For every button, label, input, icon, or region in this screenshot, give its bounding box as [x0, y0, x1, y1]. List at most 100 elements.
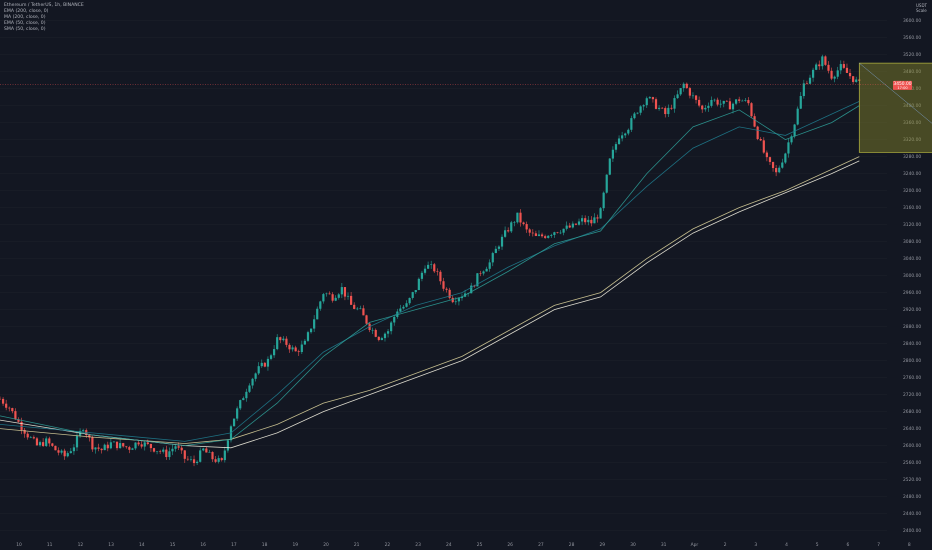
legend-ma200[interactable]: MA (200, close, 0): [4, 15, 46, 20]
y-tick-label: 3440.00: [903, 86, 921, 92]
x-tick-label: 21: [354, 542, 360, 548]
candle-body: [94, 447, 97, 450]
candle-body: [479, 273, 482, 274]
candle-body: [350, 295, 353, 305]
candle-body: [343, 287, 347, 297]
x-tick-label: 19: [293, 542, 299, 548]
candle-body: [734, 99, 738, 104]
candle-body: [534, 233, 537, 236]
y-tick-label: 3360.00: [903, 120, 921, 126]
candle-body: [97, 447, 100, 449]
candle-body: [781, 162, 784, 168]
candle-body: [553, 232, 556, 235]
y-tick-label: 3520.00: [903, 52, 921, 58]
legend-sma50[interactable]: SMA (50, close, 0): [4, 27, 46, 32]
candle-body: [762, 140, 765, 153]
candle-body: [75, 435, 79, 448]
candle-body: [436, 271, 439, 272]
candle-body: [808, 77, 812, 84]
candle-body: [707, 105, 710, 108]
candle-body: [177, 446, 180, 448]
candle-body: [747, 100, 750, 104]
y-tick-label: 3600.00: [903, 18, 921, 24]
candle-body: [186, 458, 189, 460]
candle-body: [340, 287, 343, 295]
candle-body: [580, 218, 584, 222]
candle-body: [122, 443, 125, 447]
candle-body: [784, 153, 787, 163]
candle-body: [346, 295, 350, 297]
candle-body: [688, 88, 691, 96]
candle-body: [288, 344, 291, 350]
candle-body: [802, 83, 805, 97]
candle-body: [716, 99, 719, 105]
candle-body: [460, 296, 464, 299]
candle-body: [140, 444, 143, 447]
x-tick-label: 18: [262, 542, 268, 548]
candle-body: [91, 437, 94, 450]
candle-body: [405, 303, 408, 307]
candle-body: [725, 100, 728, 102]
candle-body: [63, 450, 66, 457]
candle-body: [137, 442, 140, 445]
candle-body: [51, 443, 54, 446]
last-price-tag: [893, 80, 912, 90]
candle-body: [257, 366, 260, 374]
candle-body: [45, 438, 48, 447]
candle-body: [574, 223, 578, 225]
x-tick-label: 8: [908, 542, 911, 548]
candle-body: [14, 411, 17, 420]
candle-body: [273, 349, 276, 356]
candle-body: [183, 450, 186, 459]
candle-body: [633, 113, 636, 119]
candle-body: [282, 338, 285, 341]
candle-body: [590, 219, 593, 224]
candle-body: [35, 438, 39, 446]
candle-body: [488, 262, 491, 269]
candle-body: [162, 449, 165, 452]
x-tick-label: 11: [47, 542, 53, 548]
candle-body: [306, 332, 310, 341]
candle-body: [66, 453, 69, 457]
candle-body: [399, 308, 402, 312]
candle-body: [627, 129, 630, 134]
quote-currency[interactable]: USDT Scale: [916, 3, 927, 13]
candle-body: [596, 217, 599, 219]
candle-body: [152, 448, 156, 452]
candle-body: [297, 351, 300, 353]
candle-body: [57, 450, 60, 453]
x-tick-label: 2: [724, 542, 727, 548]
y-tick-label: 3280.00: [903, 154, 921, 160]
candle-body: [115, 441, 119, 449]
candle-body: [848, 72, 852, 77]
x-tick-label: 15: [170, 542, 176, 548]
candle-body: [226, 440, 230, 451]
candle-body: [811, 69, 815, 78]
legend-ema50[interactable]: EMA (50, close, 0): [4, 21, 46, 26]
candle-body: [842, 64, 845, 68]
candle-body: [390, 322, 393, 332]
candle-body: [731, 103, 735, 110]
legend-ema200[interactable]: EMA (200, close, 0): [4, 9, 49, 14]
candle-body: [420, 272, 424, 279]
candle-body: [189, 459, 193, 460]
candle-body: [386, 331, 390, 334]
candle-body: [621, 135, 624, 139]
candle-body: [827, 64, 830, 71]
x-tick-label: 7: [877, 542, 880, 548]
candle-body: [836, 70, 839, 77]
x-tick-label: Apr: [691, 542, 699, 548]
candle-body: [775, 168, 778, 173]
candle-body: [8, 407, 11, 409]
y-tick-label: 3080.00: [903, 239, 921, 245]
candle-body: [639, 106, 642, 113]
y-tick-label: 3320.00: [903, 137, 921, 143]
candle-body: [171, 448, 174, 452]
candle-body: [531, 232, 534, 234]
candle-body: [608, 158, 611, 175]
candle-body: [617, 138, 621, 145]
candle-body: [119, 443, 122, 449]
symbol-title[interactable]: Ethereum / TetherUS, 1h, BINANCE: [4, 3, 84, 8]
